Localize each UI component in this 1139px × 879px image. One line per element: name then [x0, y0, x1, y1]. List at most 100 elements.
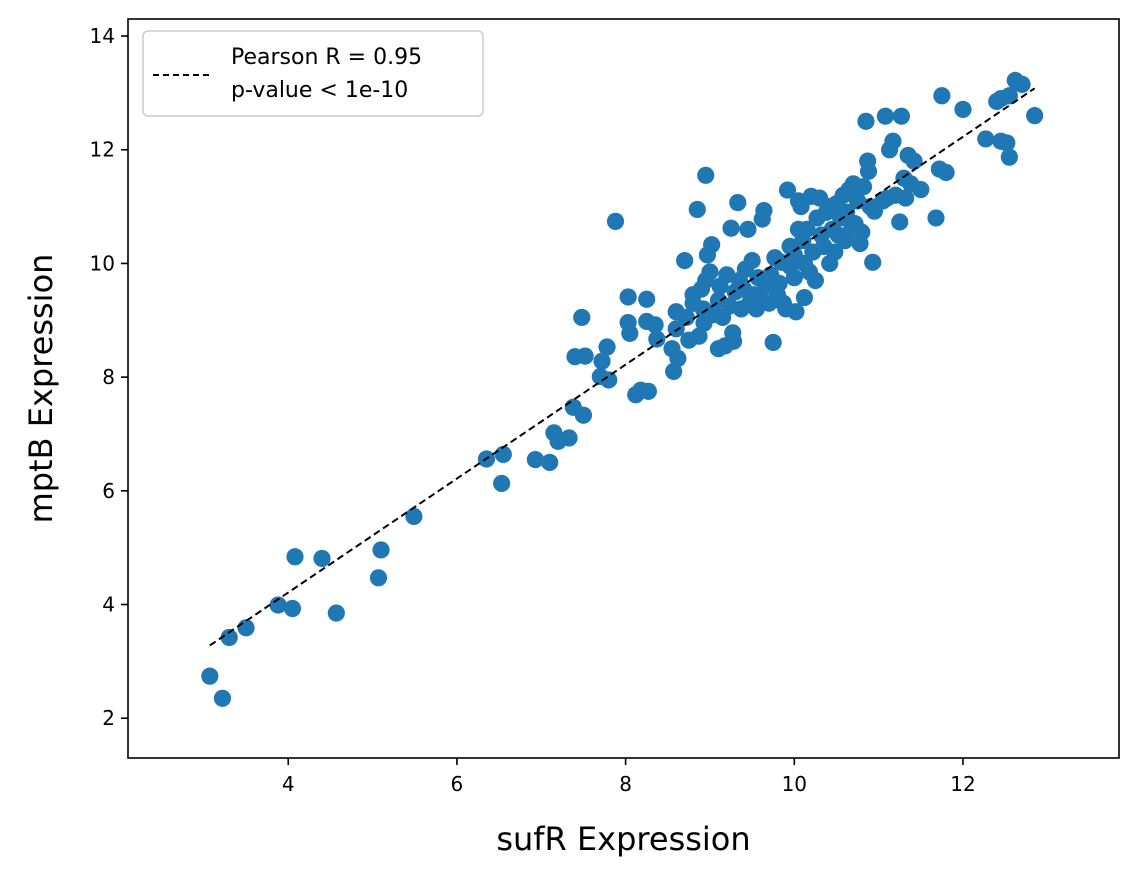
scatter-point [690, 327, 708, 345]
scatter-point [826, 243, 844, 261]
scatter-point [785, 269, 803, 287]
scatter-point [729, 194, 747, 212]
scatter-point [743, 251, 761, 270]
y-tick-label: 6 [102, 479, 115, 503]
scatter-point [701, 263, 719, 281]
scatter-point [665, 362, 683, 381]
y-tick-label: 12 [90, 138, 115, 162]
scatter-point [795, 288, 814, 307]
scatter-point [493, 474, 511, 493]
scatter-point [201, 667, 219, 685]
scatter-point [313, 549, 331, 568]
scatter-point [724, 332, 743, 350]
scatter-point [933, 87, 951, 105]
plot-frame [127, 18, 1120, 759]
points-layer [201, 71, 1044, 707]
scatter-point [598, 338, 616, 356]
scatter-point [787, 303, 805, 321]
y-tick-label: 8 [102, 365, 115, 389]
x-tick-label: 6 [451, 772, 464, 796]
x-tick-label: 10 [782, 772, 807, 796]
scatter-point [541, 453, 559, 471]
scatter-point [1000, 87, 1018, 105]
scatter-point [286, 548, 304, 566]
scatter-point [573, 308, 591, 327]
scatter-point [688, 200, 706, 219]
scatter-point [905, 152, 923, 170]
scatter-point [977, 130, 995, 148]
scatter-point [697, 166, 715, 184]
scatter-point [560, 429, 578, 447]
scatter-point [884, 132, 902, 150]
scatter-point [1013, 75, 1031, 93]
scatter-point [778, 181, 797, 199]
scatter-point [927, 209, 945, 227]
scatter-point [621, 324, 639, 342]
scatter-point [667, 320, 685, 338]
scatter-point [213, 689, 232, 707]
y-tick-label: 2 [102, 706, 115, 730]
scatter-point [857, 112, 875, 130]
scatter-point [600, 371, 618, 389]
scatter-point [574, 406, 593, 424]
scatter-point [806, 271, 824, 290]
x-ticks: 4 6 8 10 12 [282, 758, 976, 796]
scatter-point [764, 333, 782, 352]
scatter-point [770, 274, 788, 292]
scatter-point [220, 628, 238, 647]
scatter-point [1026, 107, 1044, 125]
scatter-point [954, 100, 972, 118]
scatter-point [854, 178, 873, 196]
y-tick-label: 10 [90, 251, 115, 275]
scatter-point [369, 569, 388, 587]
legend-label-line2: p-value < 1e-10 [231, 78, 408, 103]
scatter-point [739, 220, 757, 238]
scatter-point [676, 251, 694, 270]
fit-line [209, 87, 1036, 647]
scatter-point [619, 288, 637, 306]
scatter-point [526, 450, 544, 469]
legend-box [142, 30, 484, 117]
scatter-point [703, 236, 721, 254]
scatter-point [1000, 148, 1018, 166]
y-tick-label: 14 [90, 24, 115, 48]
scatter-point [283, 599, 302, 618]
y-tick-label: 4 [102, 593, 115, 617]
y-axis-label: mptB Expression [22, 254, 60, 524]
x-tick-label: 4 [282, 772, 295, 796]
scatter-point [405, 507, 423, 526]
scatter-point [891, 213, 909, 231]
scatter-point [648, 330, 666, 348]
scatter-point [576, 347, 594, 365]
y-ticks: 2 4 6 8 10 12 14 [90, 24, 128, 730]
scatter-point [237, 619, 255, 637]
scatter-point [269, 596, 287, 614]
scatter-point [593, 352, 611, 370]
x-tick-label: 8 [619, 772, 632, 796]
scatter-point [892, 107, 911, 125]
scatter-point [327, 604, 345, 622]
x-tick-label: 12 [950, 772, 975, 796]
x-axis-label: sufR Expression [496, 820, 750, 858]
scatter-point [606, 212, 625, 230]
scatter-point [859, 162, 878, 180]
scatter-point [864, 253, 882, 271]
scatter-point [677, 308, 695, 327]
scatter-point [646, 316, 664, 334]
scatter-point [494, 445, 512, 464]
scatter-point [853, 223, 871, 241]
scatter-point [638, 290, 656, 308]
scatter-point [372, 541, 390, 559]
scatter-point [937, 163, 955, 182]
scatter-point [755, 201, 773, 220]
scatter-point [912, 180, 930, 199]
scatter-point [722, 219, 740, 237]
legend: Pearson R = 0.95 p-value < 1e-10 [142, 30, 484, 117]
scatter-point [669, 349, 687, 367]
legend-label-line1: Pearson R = 0.95 [231, 45, 422, 70]
scatter-point [998, 134, 1016, 152]
scatter-point [639, 382, 657, 400]
scatter-point [897, 189, 915, 207]
scatter-point [876, 107, 894, 125]
